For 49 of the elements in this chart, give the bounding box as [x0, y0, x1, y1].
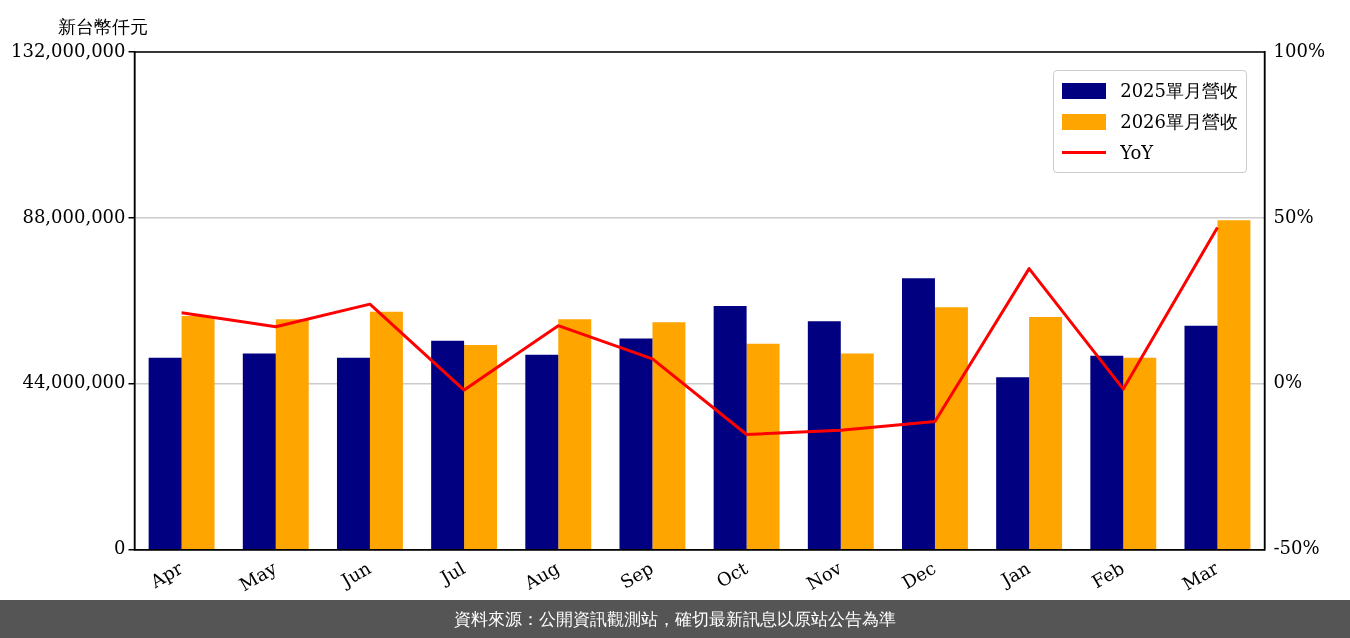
bar: [431, 340, 465, 549]
y2-tick-label: -50%: [1273, 537, 1320, 559]
bar: [996, 377, 1030, 549]
bar: [746, 343, 780, 549]
bar: [558, 319, 592, 549]
bar: [464, 344, 498, 549]
legend-label: 2025單月營收: [1120, 78, 1238, 103]
bar: [181, 315, 215, 549]
x-tick-label: Sep: [616, 557, 657, 593]
bar: [713, 306, 747, 549]
bar: [525, 354, 559, 549]
bar: [369, 311, 403, 549]
bar: [901, 278, 935, 549]
x-tick-label: Mar: [1178, 557, 1223, 595]
bar: [336, 357, 370, 549]
x-tick-label: Dec: [898, 557, 940, 594]
source-note: 資料來源：公開資訊觀測站，確切最新訊息以原站公告為準: [0, 600, 1350, 638]
bar: [1123, 357, 1157, 549]
bar: [1090, 355, 1124, 549]
bar: [619, 338, 653, 549]
legend-label: 2026單月營收: [1120, 109, 1238, 134]
x-tick-label: Feb: [1087, 557, 1128, 593]
bar: [242, 353, 276, 549]
y2-tick-label: 0%: [1273, 371, 1303, 393]
bar: [148, 357, 182, 549]
x-tick-label: Apr: [145, 557, 187, 593]
x-tick-label: Jun: [335, 557, 375, 592]
bar: [840, 353, 874, 549]
y-tick-label: 132,000,000: [11, 39, 126, 61]
y2-tick-label: 50%: [1273, 205, 1314, 227]
bar: [1184, 325, 1218, 549]
bar: [1217, 220, 1251, 549]
x-tick-label: Nov: [802, 556, 846, 594]
x-tick-label: May: [235, 556, 281, 596]
y-tick-label: 88,000,000: [22, 205, 126, 227]
bar: [1029, 317, 1063, 549]
bar: [275, 319, 309, 549]
x-tick-label: Aug: [519, 557, 563, 595]
y-axis-title: 新台幣仟元: [58, 15, 148, 39]
y-tick-label: 0: [114, 537, 126, 559]
legend-label: YoY: [1120, 142, 1154, 163]
x-tick-label: Oct: [712, 556, 752, 592]
bar: [807, 321, 841, 549]
bar: [934, 307, 968, 549]
bar: [652, 322, 686, 549]
y-tick-label: 44,000,000: [22, 371, 126, 393]
y2-tick-label: 100%: [1273, 39, 1326, 61]
x-tick-label: Jul: [434, 557, 469, 589]
x-tick-label: Jan: [995, 557, 1034, 592]
